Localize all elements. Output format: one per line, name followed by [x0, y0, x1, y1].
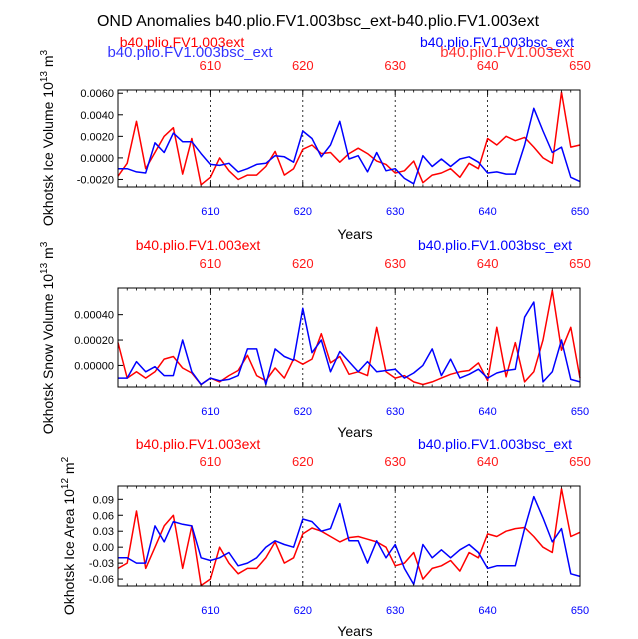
panel-left-label: b40.plio.FV1.003ext	[120, 34, 245, 50]
panel-right-label: b40.plio.FV1.003bsc_ext	[420, 34, 574, 50]
y-tick-label: 0.03	[93, 526, 114, 538]
x-tick-label: 640	[478, 206, 496, 218]
y-tick-label: 0.0020	[80, 131, 114, 143]
overlap-label-blue: b40.plio.FV1.003bsc_ext	[107, 44, 273, 61]
overlap-label-red: b40.plio.FV1.003ext	[440, 44, 574, 61]
x-tick-label: 640	[478, 605, 496, 617]
y-label-text: Okhotsk Ice Volume 10	[40, 82, 56, 226]
x-tick-label: 650	[571, 206, 589, 218]
series-line-bsc-ext	[118, 301, 581, 386]
top-x-tick-label: 640	[477, 256, 499, 271]
y-tick-label: 0.00040	[74, 310, 114, 322]
top-x-tick-label: 610	[200, 58, 222, 73]
panel-left-label: b40.plio.FV1.003ext	[136, 436, 261, 452]
y-label-unit: m	[40, 55, 56, 71]
y-label-text: Okhotsk Ice Area 10	[61, 489, 77, 615]
y-tick-label: -0.06	[89, 574, 114, 586]
y-label-exponent: 13	[39, 71, 50, 83]
x-tick-label: 610	[201, 206, 219, 218]
series-line-ext	[117, 91, 581, 186]
y-axis-label: Okhotsk Snow Volume 1013 m3	[39, 241, 56, 434]
panel-left-label: b40.plio.FV1.003ext	[136, 237, 261, 253]
x-tick-label: 650	[571, 406, 589, 418]
top-x-tick-label: 650	[569, 58, 591, 73]
y-tick-label: 0.0060	[80, 88, 114, 100]
top-x-tick-label: 610	[200, 256, 222, 271]
top-x-tick-label: 620	[292, 256, 314, 271]
plot-frame	[117, 287, 581, 388]
y-label-unit-exponent: 3	[39, 49, 50, 55]
y-tick-label: 0.0000	[80, 153, 114, 165]
top-x-tick-label: 630	[384, 58, 406, 73]
x-axis-label: Years	[337, 424, 372, 440]
y-axis-label: Okhotsk Ice Area 1012 m2	[60, 456, 77, 615]
series-line-ext	[117, 487, 581, 587]
y-tick-label: 0.00	[93, 542, 114, 554]
x-tick-label: 650	[571, 605, 589, 617]
y-tick-label: 0.09	[93, 494, 114, 506]
y-label-unit-exponent: 2	[60, 456, 71, 462]
y-tick-label: 0.00000	[74, 360, 114, 372]
x-axis-label: Years	[337, 623, 372, 639]
y-tick-label: 0.00020	[74, 335, 114, 347]
y-label-unit-exponent: 3	[39, 241, 50, 247]
panel-ice-volume: b40.plio.FV1.003ext b40.plio.FV1.003bsc_…	[39, 34, 591, 242]
y-tick-label: -0.0020	[77, 174, 114, 186]
x-tick-label: 620	[294, 206, 312, 218]
panel-right-label: b40.plio.FV1.003bsc_ext	[418, 436, 572, 452]
panel-ice-area: b40.plio.FV1.003ext b40.plio.FV1.003bsc_…	[60, 436, 591, 639]
figure-title: OND Anomalies b40.plio.FV1.003bsc_ext-b4…	[97, 13, 540, 30]
x-tick-label: 630	[386, 605, 404, 617]
y-label-unit: m	[61, 462, 77, 478]
y-label-exponent: 12	[60, 478, 71, 490]
series-line-bsc-ext	[118, 495, 581, 586]
x-tick-label: 610	[201, 605, 219, 617]
panel-snow-volume: b40.plio.FV1.003ext b40.plio.FV1.003bsc_…	[39, 237, 591, 440]
x-axis-label: Years	[337, 226, 372, 242]
y-label-text: Okhotsk Snow Volume 10	[40, 274, 56, 435]
y-tick-label: 0.06	[93, 510, 114, 522]
y-tick-label: -0.03	[89, 558, 114, 570]
y-tick-label: 0.0040	[80, 110, 114, 122]
top-x-tick-label: 650	[569, 256, 591, 271]
top-x-tick-label: 640	[477, 58, 499, 73]
x-tick-label: 620	[294, 406, 312, 418]
x-tick-label: 630	[386, 406, 404, 418]
series-line-bsc-ext	[118, 107, 581, 185]
top-x-tick-label: 620	[292, 58, 314, 73]
svg-text:Okhotsk Ice Volume 1013 m3: Okhotsk Ice Volume 1013 m3	[39, 49, 56, 226]
x-tick-label: 610	[201, 406, 219, 418]
top-x-tick-label: 620	[292, 454, 314, 469]
plot-frame	[117, 485, 581, 587]
top-x-tick-label: 610	[200, 454, 222, 469]
top-x-tick-label: 650	[569, 454, 591, 469]
x-tick-label: 620	[294, 605, 312, 617]
y-label-exponent: 13	[39, 262, 50, 274]
y-axis-label: Okhotsk Ice Volume 1013 m3	[39, 49, 56, 226]
panel-right-label: b40.plio.FV1.003bsc_ext	[418, 237, 572, 253]
x-tick-label: 640	[478, 406, 496, 418]
top-x-tick-label: 630	[384, 256, 406, 271]
x-tick-label: 630	[386, 206, 404, 218]
svg-text:Okhotsk Ice Area 1012 m2: Okhotsk Ice Area 1012 m2	[60, 456, 77, 615]
top-x-tick-label: 640	[477, 454, 499, 469]
top-x-tick-label: 630	[384, 454, 406, 469]
svg-text:Okhotsk Snow Volume 1013 m3: Okhotsk Snow Volume 1013 m3	[39, 241, 56, 434]
y-label-unit: m	[40, 247, 56, 263]
